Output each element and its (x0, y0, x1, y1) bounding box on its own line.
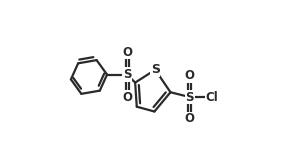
Text: O: O (185, 112, 195, 125)
Text: S: S (123, 68, 131, 81)
Text: O: O (185, 69, 195, 82)
Text: S: S (186, 91, 194, 104)
Text: O: O (122, 91, 132, 104)
Text: S: S (151, 63, 160, 76)
Text: Cl: Cl (206, 91, 219, 104)
Text: O: O (122, 46, 132, 59)
